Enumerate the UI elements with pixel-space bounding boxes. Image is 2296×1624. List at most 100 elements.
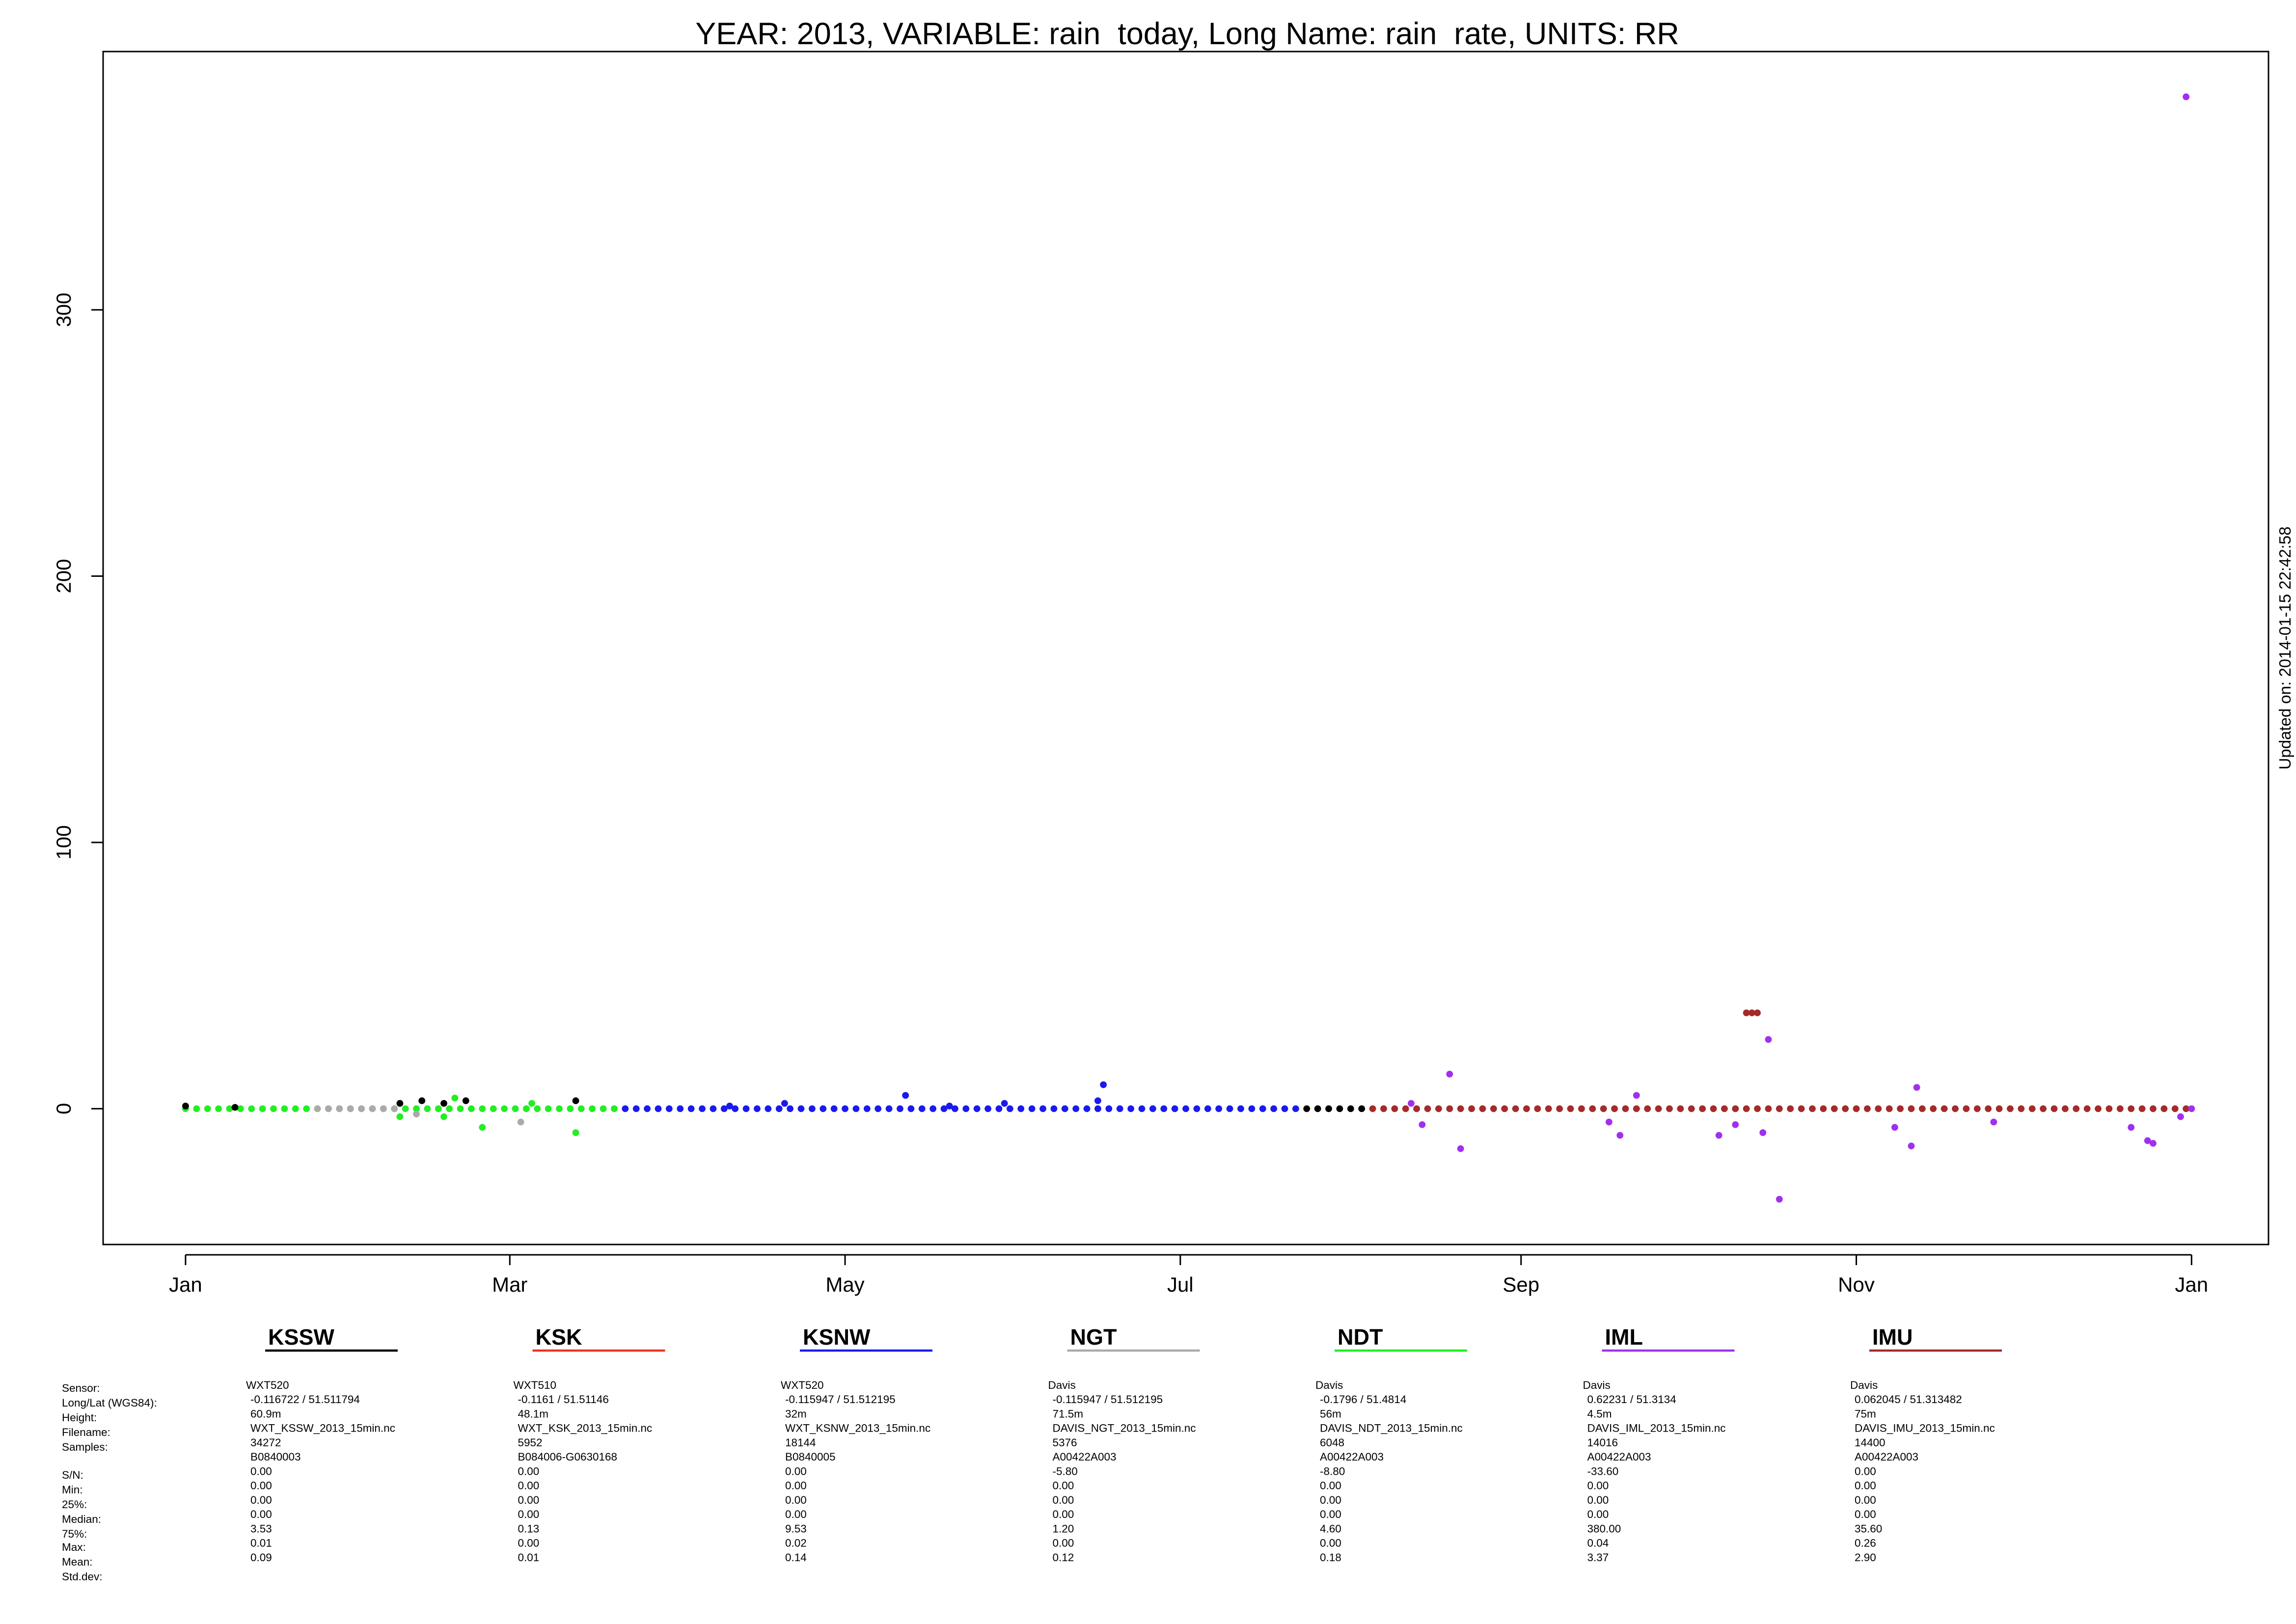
table-cell: 0.00 [1052, 1494, 1074, 1506]
table-cell: 71.5m [1052, 1407, 1083, 1420]
x-tick-label: Nov [1838, 1273, 1875, 1296]
table-cell: A00422A003 [1587, 1451, 1651, 1463]
data-point [1479, 1105, 1486, 1112]
data-point [1325, 1105, 1332, 1112]
data-point [314, 1105, 321, 1112]
updated-note: Updated on: 2014-01-15 22:42:58 [2276, 526, 2294, 769]
data-point [589, 1105, 596, 1112]
data-point [577, 1105, 585, 1112]
data-point [1424, 1105, 1431, 1112]
data-point [797, 1105, 805, 1112]
table-cell: 0.01 [250, 1537, 272, 1549]
row-label: Max: [62, 1541, 86, 1553]
table-cell: 0.00 [1320, 1494, 1341, 1506]
data-point [1633, 1092, 1640, 1099]
legend-label: KSK [535, 1325, 582, 1350]
data-point [446, 1105, 453, 1112]
data-point [2171, 1105, 2179, 1112]
data-point [1446, 1070, 1453, 1078]
data-point [1105, 1105, 1113, 1112]
data-point [424, 1105, 431, 1112]
table-cell: 0.00 [250, 1480, 272, 1492]
data-point [699, 1105, 706, 1112]
table-cell: 0.00 [518, 1494, 539, 1506]
data-point [1358, 1105, 1366, 1112]
table-cell: 4.60 [1320, 1522, 1341, 1535]
table-cell: Davis [1048, 1379, 1075, 1391]
table-cell: 56m [1320, 1407, 1341, 1420]
data-point [687, 1105, 695, 1112]
table-cell: DAVIS_IML_2013_15min.nc [1587, 1422, 1725, 1435]
table-cell: -8.80 [1320, 1465, 1345, 1477]
data-point [402, 1105, 409, 1112]
data-point [995, 1105, 1003, 1112]
table-cell: 0.00 [1052, 1508, 1074, 1520]
data-point [1039, 1105, 1046, 1112]
data-point [1748, 1009, 1755, 1016]
table-cell: Davis [1315, 1379, 1343, 1391]
data-point [951, 1105, 958, 1112]
data-point [1886, 1105, 1893, 1112]
data-point [545, 1105, 552, 1112]
table-cell: 0.00 [1052, 1480, 1074, 1492]
data-point [1754, 1105, 1761, 1112]
data-point [2116, 1105, 2124, 1112]
table-cell: 32m [785, 1407, 807, 1420]
table-cell: -0.1161 / 51.51146 [518, 1393, 608, 1406]
data-point [1864, 1105, 1871, 1112]
plot-frame [102, 51, 2269, 1245]
data-point [501, 1105, 508, 1112]
data-point [1006, 1105, 1013, 1112]
row-label: Median: [62, 1513, 101, 1525]
data-point [1215, 1105, 1223, 1112]
data-point [665, 1105, 673, 1112]
data-point [1512, 1105, 1519, 1112]
data-point [2083, 1105, 2091, 1112]
table-cell: 5952 [518, 1436, 542, 1449]
data-point [2138, 1105, 2146, 1112]
data-point [1001, 1100, 1008, 1107]
table-cell: Davis [1583, 1379, 1610, 1391]
data-point [2040, 1105, 2047, 1112]
table-cell: 60.9m [250, 1407, 281, 1420]
data-point [1732, 1121, 1739, 1128]
table-cell: 0.00 [1320, 1480, 1341, 1492]
x-tick-label: Sep [1503, 1273, 1539, 1296]
table-cell: 0.00 [1052, 1537, 1074, 1549]
data-point [325, 1105, 332, 1112]
data-point [226, 1105, 233, 1112]
data-point [2128, 1124, 2135, 1131]
legend-label: KSNW [803, 1325, 871, 1350]
data-point [2105, 1105, 2113, 1112]
table-cell: 0.09 [250, 1551, 272, 1564]
chart-title: YEAR: 2013, VARIABLE: rain today, Long N… [695, 17, 1679, 51]
data-point [1622, 1105, 1629, 1112]
table-cell: 0.00 [1320, 1537, 1341, 1549]
data-point [1138, 1105, 1146, 1112]
table-cell: 0.00 [785, 1508, 807, 1520]
table-cell: 2.90 [1855, 1551, 1876, 1564]
data-point [572, 1097, 579, 1104]
data-point [1666, 1105, 1673, 1112]
data-point [1699, 1105, 1706, 1112]
data-point [644, 1105, 651, 1112]
table-cell: B0840003 [250, 1451, 301, 1463]
table-cell: B084006-G0630168 [518, 1451, 617, 1463]
data-point [259, 1105, 266, 1112]
x-tick-label: Jul [1167, 1273, 1194, 1296]
data-point [2007, 1105, 2014, 1112]
data-point [2188, 1105, 2195, 1112]
data-point [2183, 1105, 2189, 1112]
data-point [863, 1105, 871, 1112]
data-point [842, 1105, 848, 1112]
table-cell: DAVIS_IMU_2013_15min.nc [1855, 1422, 1995, 1435]
data-point [418, 1097, 426, 1104]
data-point [1754, 1009, 1761, 1016]
table-cell: 0.00 [518, 1508, 539, 1520]
data-point [248, 1105, 255, 1112]
data-point [231, 1104, 239, 1111]
table-cell: WXT520 [781, 1379, 823, 1391]
data-point [962, 1105, 970, 1112]
data-point [1336, 1105, 1343, 1112]
